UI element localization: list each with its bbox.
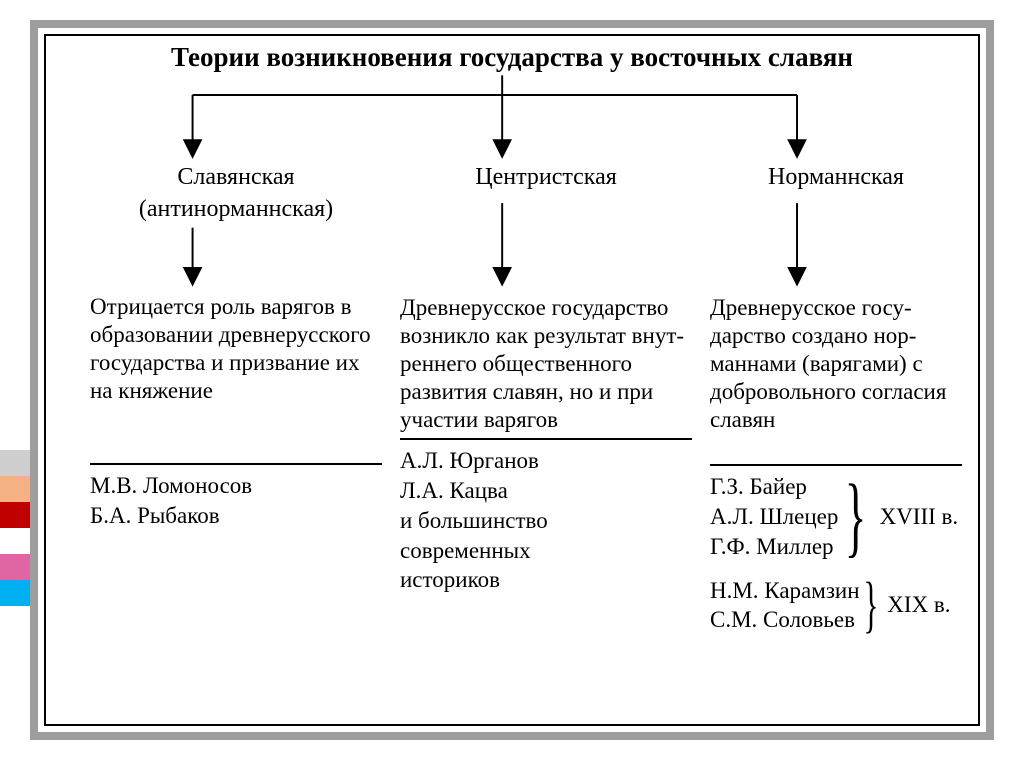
theory-column-norman: Норманнская Древнерусское госу­дарство с… [706,164,966,635]
brace-icon: } [845,481,867,553]
author: Н.М. Карамзин [710,576,860,606]
author: Г.Ф. Миллер [710,532,838,562]
theory-authors: М.В. Ломоносов Б.А. Рыбаков [86,465,386,531]
theory-description: Древнерусское госу­дарство создано нор­м… [706,294,966,434]
theory-description: Отрицается роль варя­гов в образовании д… [86,293,386,405]
brace-icon: } [863,581,878,631]
theory-name: Центристская [396,164,696,192]
theory-authors: А.Л. Юрганов Л.А. Кацва и большинство со… [396,440,696,595]
sidebar-color-strip [0,450,30,606]
author: и большинство [400,506,692,536]
author: Г.З. Байер [710,472,838,502]
sidebar-swatch [0,476,30,502]
author: современных [400,536,692,566]
author-group: Г.З. Байер А.Л. Шлецер Г.Ф. Миллер } XVI… [710,472,962,562]
author-period: XIX в. [887,590,950,620]
theory-name: Славянская [86,164,386,192]
author: М.В. Ломоносов [90,471,382,501]
theory-subname: (антинорманнская) [86,196,386,224]
sidebar-swatch [0,450,30,476]
author-period: XVIII в. [880,502,959,532]
theory-column-slavic: Славянская (антинорманнская) Отрицается … [86,164,386,531]
theory-authors: Г.З. Байер А.Л. Шлецер Г.Ф. Миллер } XVI… [706,466,966,635]
author: Б.А. Рыбаков [90,501,382,531]
diagram-frame: Теории возникновения государства у восто… [30,20,994,740]
theory-column-centrist: Центристская Древнерусское госу­дарство … [396,164,696,595]
sidebar-swatch [0,528,30,554]
author: историков [400,565,692,595]
sidebar-swatch [0,554,30,580]
author-group: Н.М. Карамзин С.М. Соловьев } XIX в. [710,576,962,636]
author: С.М. Соловьев [710,605,860,635]
diagram-inner: Теории возникновения государства у восто… [44,34,980,726]
author: А.Л. Юрганов [400,446,692,476]
theory-description: Древнерусское госу­дарство возникло как … [396,294,696,434]
author: А.Л. Шлецер [710,502,838,532]
author: Л.А. Кацва [400,476,692,506]
theory-name: Норманнская [706,164,966,192]
sidebar-swatch [0,580,30,606]
sidebar-swatch [0,502,30,528]
